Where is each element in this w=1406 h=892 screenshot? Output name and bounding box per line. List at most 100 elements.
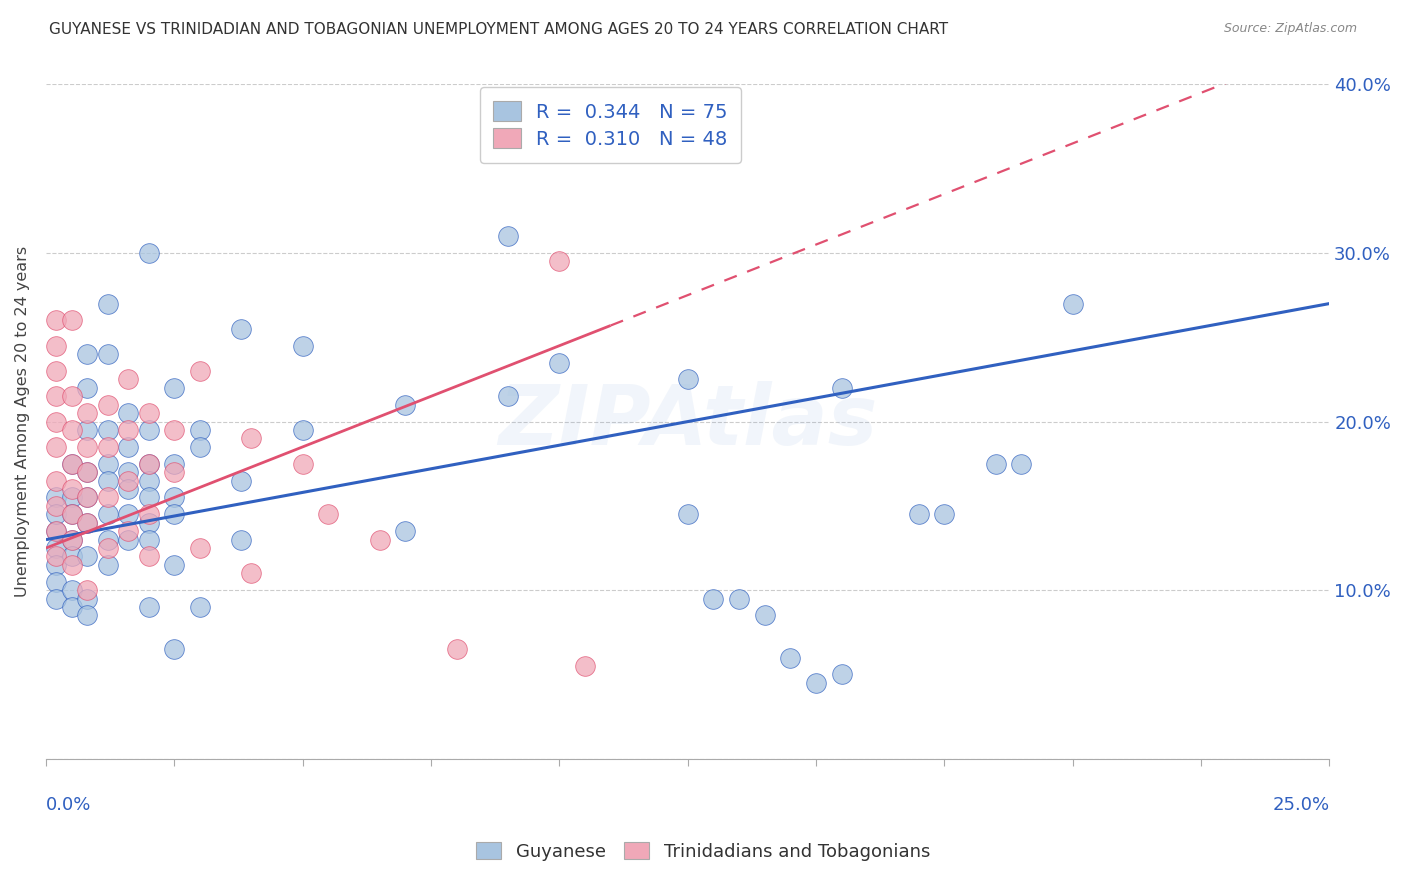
- Point: [394, 524, 416, 539]
- Point: [97, 457, 120, 471]
- Point: [60, 482, 83, 496]
- Point: [45, 558, 67, 572]
- Point: [728, 591, 751, 606]
- Point: [97, 508, 120, 522]
- Point: [676, 372, 699, 386]
- Point: [60, 508, 83, 522]
- Point: [117, 524, 139, 539]
- Point: [138, 457, 160, 471]
- Point: [97, 491, 120, 505]
- Point: [97, 474, 120, 488]
- Point: [117, 465, 139, 479]
- Point: [548, 254, 571, 268]
- Point: [117, 423, 139, 437]
- Point: [163, 457, 186, 471]
- Point: [117, 508, 139, 522]
- Point: [76, 347, 98, 361]
- Point: [240, 432, 263, 446]
- Point: [291, 339, 314, 353]
- Point: [60, 491, 83, 505]
- Point: [163, 381, 186, 395]
- Point: [229, 533, 252, 547]
- Point: [831, 381, 853, 395]
- Point: [1062, 296, 1084, 310]
- Point: [188, 440, 211, 454]
- Point: [117, 533, 139, 547]
- Point: [60, 457, 83, 471]
- Point: [60, 423, 83, 437]
- Point: [804, 676, 827, 690]
- Text: Source: ZipAtlas.com: Source: ZipAtlas.com: [1223, 22, 1357, 36]
- Point: [188, 600, 211, 615]
- Point: [117, 406, 139, 420]
- Point: [45, 574, 67, 589]
- Point: [240, 566, 263, 581]
- Point: [1010, 457, 1032, 471]
- Point: [60, 600, 83, 615]
- Point: [76, 591, 98, 606]
- Text: 25.0%: 25.0%: [1272, 796, 1329, 814]
- Point: [138, 516, 160, 530]
- Point: [76, 516, 98, 530]
- Point: [45, 339, 67, 353]
- Point: [45, 541, 67, 555]
- Point: [138, 533, 160, 547]
- Point: [291, 423, 314, 437]
- Text: GUYANESE VS TRINIDADIAN AND TOBAGONIAN UNEMPLOYMENT AMONG AGES 20 TO 24 YEARS CO: GUYANESE VS TRINIDADIAN AND TOBAGONIAN U…: [49, 22, 948, 37]
- Point: [188, 364, 211, 378]
- Point: [163, 558, 186, 572]
- Point: [138, 457, 160, 471]
- Point: [138, 508, 160, 522]
- Point: [76, 381, 98, 395]
- Point: [117, 474, 139, 488]
- Point: [45, 364, 67, 378]
- Point: [138, 474, 160, 488]
- Point: [60, 457, 83, 471]
- Point: [676, 508, 699, 522]
- Point: [117, 482, 139, 496]
- Point: [188, 541, 211, 555]
- Point: [316, 508, 339, 522]
- Point: [45, 499, 67, 513]
- Point: [76, 516, 98, 530]
- Point: [60, 508, 83, 522]
- Point: [97, 423, 120, 437]
- Point: [45, 524, 67, 539]
- Point: [548, 356, 571, 370]
- Point: [754, 608, 776, 623]
- Point: [984, 457, 1007, 471]
- Text: ZIPAtlas: ZIPAtlas: [498, 381, 877, 462]
- Point: [97, 533, 120, 547]
- Y-axis label: Unemployment Among Ages 20 to 24 years: Unemployment Among Ages 20 to 24 years: [15, 246, 30, 597]
- Point: [188, 423, 211, 437]
- Point: [45, 389, 67, 403]
- Legend: Guyanese, Trinidadians and Tobagonians: Guyanese, Trinidadians and Tobagonians: [467, 833, 939, 870]
- Point: [702, 591, 724, 606]
- Point: [76, 440, 98, 454]
- Point: [76, 491, 98, 505]
- Point: [76, 583, 98, 598]
- Point: [163, 465, 186, 479]
- Point: [117, 440, 139, 454]
- Point: [60, 583, 83, 598]
- Point: [97, 296, 120, 310]
- Point: [60, 549, 83, 564]
- Point: [76, 549, 98, 564]
- Point: [45, 474, 67, 488]
- Point: [368, 533, 391, 547]
- Point: [60, 558, 83, 572]
- Point: [45, 313, 67, 327]
- Point: [45, 491, 67, 505]
- Point: [117, 372, 139, 386]
- Point: [97, 541, 120, 555]
- Point: [138, 600, 160, 615]
- Legend: R =  0.344   N = 75, R =  0.310   N = 48: R = 0.344 N = 75, R = 0.310 N = 48: [479, 87, 741, 162]
- Point: [574, 659, 596, 673]
- Point: [907, 508, 929, 522]
- Point: [163, 423, 186, 437]
- Point: [496, 229, 519, 244]
- Point: [60, 313, 83, 327]
- Point: [779, 650, 801, 665]
- Point: [45, 508, 67, 522]
- Point: [138, 491, 160, 505]
